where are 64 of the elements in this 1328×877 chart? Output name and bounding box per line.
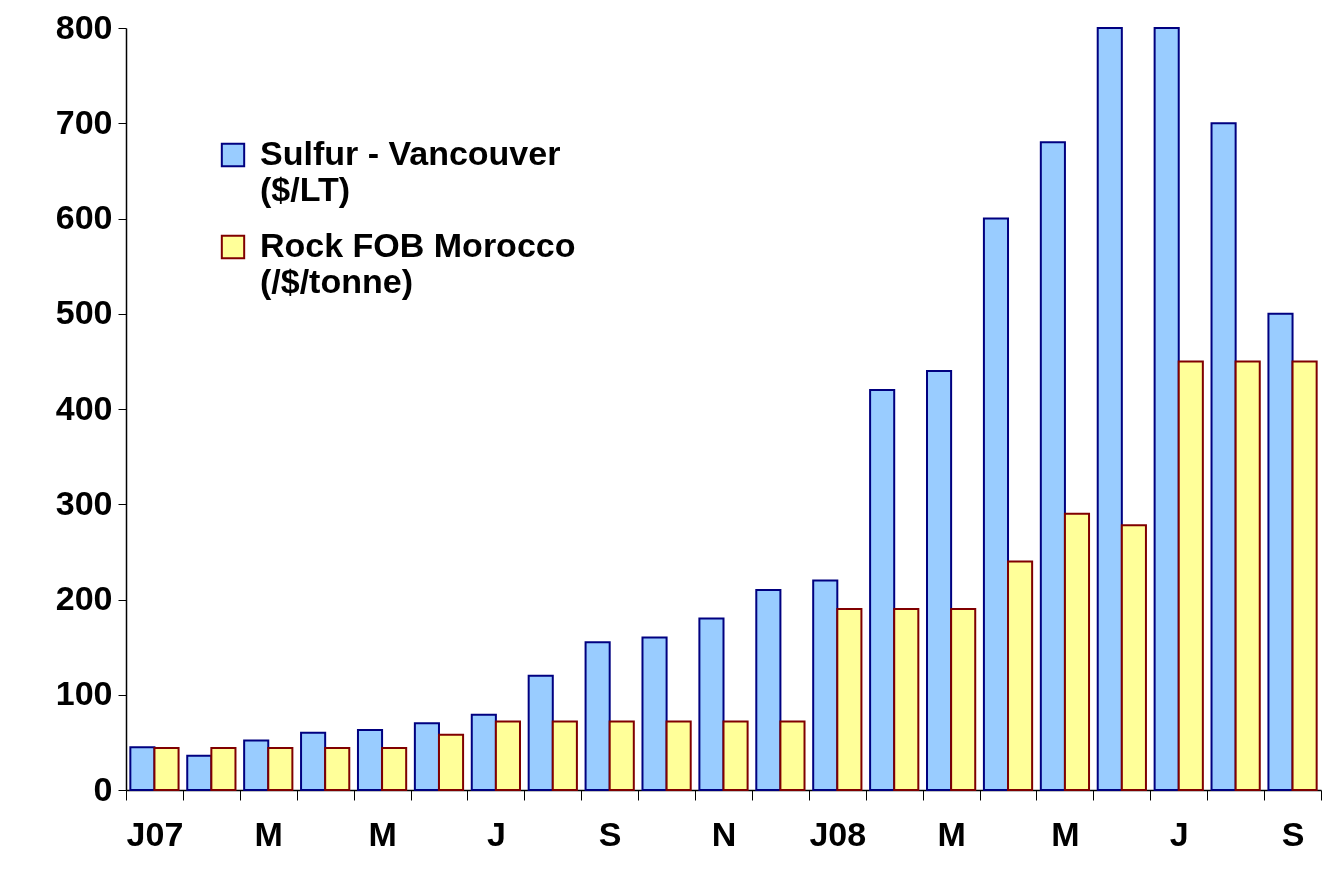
bar bbox=[584, 641, 611, 791]
x-tick-label: J07 bbox=[126, 814, 184, 853]
bar bbox=[413, 722, 440, 791]
y-tick-label: 200 bbox=[55, 579, 113, 617]
y-tick-label: 400 bbox=[55, 388, 113, 427]
bar bbox=[356, 728, 384, 791]
bar bbox=[494, 720, 521, 791]
x-tick-label: N bbox=[711, 814, 737, 853]
bar bbox=[1291, 360, 1318, 791]
bar bbox=[641, 636, 668, 791]
bar bbox=[1210, 122, 1237, 791]
bar bbox=[551, 720, 578, 791]
y-tick-label: 100 bbox=[55, 674, 113, 713]
bar bbox=[1007, 560, 1034, 791]
y-tick-label: 600 bbox=[55, 198, 113, 236]
bar bbox=[324, 747, 351, 791]
bar bbox=[926, 369, 953, 791]
x-tick-label: M bbox=[937, 814, 966, 853]
bar bbox=[893, 608, 920, 791]
bar bbox=[437, 733, 465, 791]
bar bbox=[836, 608, 863, 791]
y-tick-label: 0 bbox=[93, 769, 113, 808]
legend-label: Sulfur - Vancouver ($/LT) bbox=[260, 134, 561, 208]
bar bbox=[243, 739, 270, 791]
x-tick-label: J bbox=[486, 814, 506, 853]
y-tick-label: 300 bbox=[55, 483, 113, 522]
bar bbox=[950, 608, 977, 791]
bar bbox=[1096, 27, 1123, 791]
bar bbox=[1234, 360, 1261, 791]
bar bbox=[300, 731, 327, 791]
x-tick-label: M bbox=[1051, 814, 1080, 853]
bar bbox=[755, 588, 782, 791]
bar bbox=[812, 579, 839, 791]
bar bbox=[470, 713, 497, 791]
bar bbox=[381, 747, 408, 791]
bar bbox=[1153, 27, 1180, 791]
y-tick-label: 700 bbox=[55, 102, 113, 141]
bar bbox=[1267, 312, 1294, 791]
x-tick-label: M bbox=[368, 814, 397, 853]
x-tick-label: S bbox=[1281, 814, 1305, 853]
legend-label: Rock FOB Morocco (/$/tonne) bbox=[260, 226, 576, 300]
x-tick-label: S bbox=[598, 814, 622, 853]
bar bbox=[153, 747, 180, 791]
bar bbox=[267, 747, 294, 791]
bar bbox=[1063, 512, 1091, 791]
bar bbox=[779, 720, 806, 791]
x-tick-label: J08 bbox=[809, 814, 867, 853]
bar bbox=[210, 747, 237, 791]
bar bbox=[665, 720, 692, 791]
bar bbox=[1039, 141, 1066, 791]
bar bbox=[982, 217, 1010, 791]
bar bbox=[186, 754, 213, 791]
x-tick-label: J bbox=[1169, 814, 1189, 853]
bar bbox=[527, 674, 554, 791]
bar bbox=[869, 388, 896, 791]
bar bbox=[1177, 360, 1204, 791]
x-tick-label: M bbox=[254, 814, 283, 853]
bar bbox=[129, 746, 156, 791]
bar bbox=[1120, 524, 1147, 791]
bar bbox=[722, 720, 749, 791]
y-tick-label: 500 bbox=[55, 293, 113, 332]
bar bbox=[608, 720, 635, 791]
y-tick-label: 800 bbox=[55, 7, 113, 46]
bar bbox=[698, 617, 725, 791]
